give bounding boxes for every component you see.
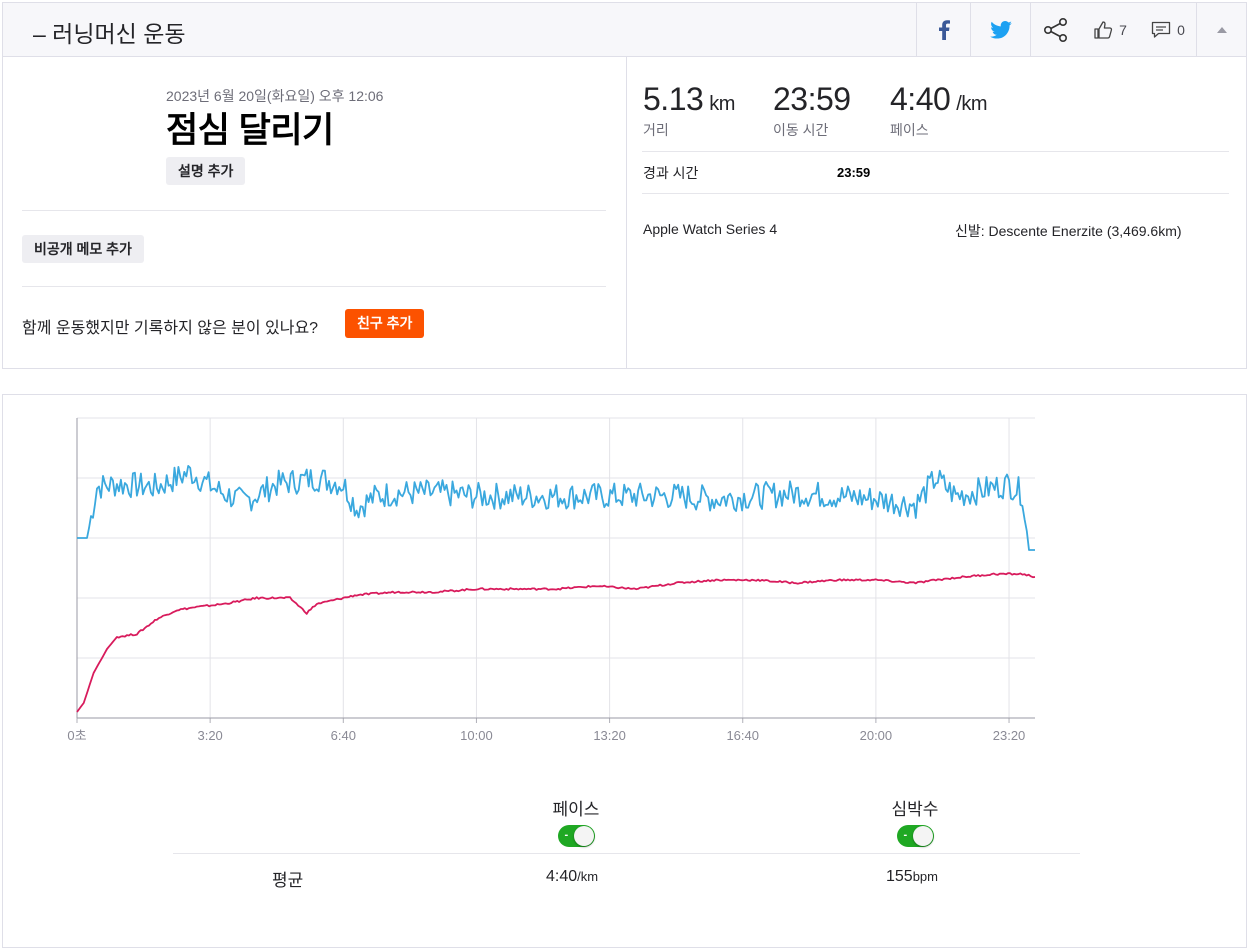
heartrate-toggle-label: 심박수 [891, 800, 939, 819]
toggle-knob [573, 826, 594, 846]
share-icon [1043, 17, 1067, 42]
comment-count: 0 [1177, 21, 1185, 38]
kudos-button[interactable]: 7 [1080, 3, 1140, 56]
x-tick-label: 0초 [67, 728, 86, 743]
x-tick-label: 10:00 [460, 728, 493, 743]
divider [22, 210, 606, 211]
pace-label: 페이스 [890, 122, 929, 138]
divider [642, 151, 1229, 152]
x-tick-label: 16:40 [726, 728, 759, 743]
thumbs-up-icon [1094, 20, 1113, 39]
analysis-chart-card: 0초 3:20 6:40 10:00 13:20 16:40 20:00 23:20 페이스 … [2, 394, 1247, 948]
add-private-note-button[interactable]: 비공개 메모 추가 [22, 235, 144, 263]
heartrate-series-line [76, 572, 1036, 713]
distance-unit: km [709, 93, 735, 115]
activity-details-pane: 2023년 6월 20일(화요일) 오후 12:06 점심 달리기 설명 추가 … [3, 57, 627, 369]
elapsed-time-value: 23:59 [837, 165, 871, 180]
activity-name[interactable]: 점심 달리기 [166, 111, 334, 150]
pace-toggle-group: 페이스 - [516, 795, 636, 847]
x-tick-label: 23:20 [993, 728, 1026, 743]
twitter-share-button[interactable] [970, 3, 1030, 56]
divider [22, 286, 606, 287]
pace-heartrate-chart[interactable]: 0초 3:20 6:40 10:00 13:20 16:40 20:00 23:20 [3, 395, 1246, 785]
x-tick-label: 20:00 [860, 728, 893, 743]
stat-moving-time: 23:59 이동 시간 [773, 81, 851, 140]
comment-icon [1151, 21, 1171, 38]
caret-up-icon [1216, 26, 1227, 33]
distance-label: 거리 [643, 122, 669, 138]
elapsed-time-label: 경과 시간 [643, 165, 699, 181]
stat-pace: 4:40/km 페이스 [890, 81, 987, 140]
distance-value: 5.13 [643, 81, 704, 117]
facebook-icon [938, 19, 950, 40]
pace-toggle[interactable]: - [557, 825, 595, 847]
x-tick-label: 6:40 [331, 728, 356, 743]
activity-datetime: 2023년 6월 20일(화요일) 오후 12:06 [166, 88, 384, 104]
add-description-button[interactable]: 설명 추가 [166, 157, 246, 185]
pace-toggle-label: 페이스 [552, 800, 600, 819]
toggle-knob [912, 826, 933, 846]
kudos-count: 7 [1119, 21, 1127, 38]
collapse-button[interactable] [1196, 3, 1246, 56]
activity-summary-card: – 러닝머신 운동 7 0 2023년 6월 20 [2, 2, 1247, 369]
add-friends-button[interactable]: 친구 추가 [345, 309, 425, 338]
average-heartrate: 155bpm [886, 868, 938, 885]
pace-unit: /km [956, 93, 987, 115]
facebook-share-button[interactable] [916, 3, 970, 56]
activity-type-title: – 러닝머신 운동 [33, 21, 186, 47]
average-pace: 4:40/km [546, 868, 599, 885]
share-button[interactable] [1030, 3, 1080, 56]
pace-value: 4:40 [890, 81, 951, 117]
average-label: 평균 [272, 871, 304, 890]
device-name: Apple Watch Series 4 [643, 221, 778, 237]
shoes-info[interactable]: 신발: Descente Enerzite (3,469.6km) [955, 223, 1182, 239]
x-tick-label: 3:20 [197, 728, 222, 743]
moving-time-label: 이동 시간 [773, 122, 829, 138]
stat-distance: 5.13 km 거리 [643, 81, 735, 140]
activity-header: – 러닝머신 운동 7 0 [3, 3, 1246, 57]
add-friends-question: 함께 운동했지만 기록하지 않은 분이 있나요? [22, 320, 319, 337]
divider [642, 193, 1229, 194]
twitter-icon [989, 20, 1012, 39]
heartrate-toggle-group: 심박수 - [855, 795, 975, 847]
pace-series-line [77, 465, 1035, 551]
comment-button[interactable]: 0 [1140, 3, 1196, 56]
heartrate-toggle[interactable]: - [896, 825, 934, 847]
moving-time-value: 23:59 [773, 81, 851, 117]
header-actions: 7 0 [916, 3, 1246, 56]
divider [173, 853, 1080, 854]
x-tick-label: 13:20 [593, 728, 626, 743]
